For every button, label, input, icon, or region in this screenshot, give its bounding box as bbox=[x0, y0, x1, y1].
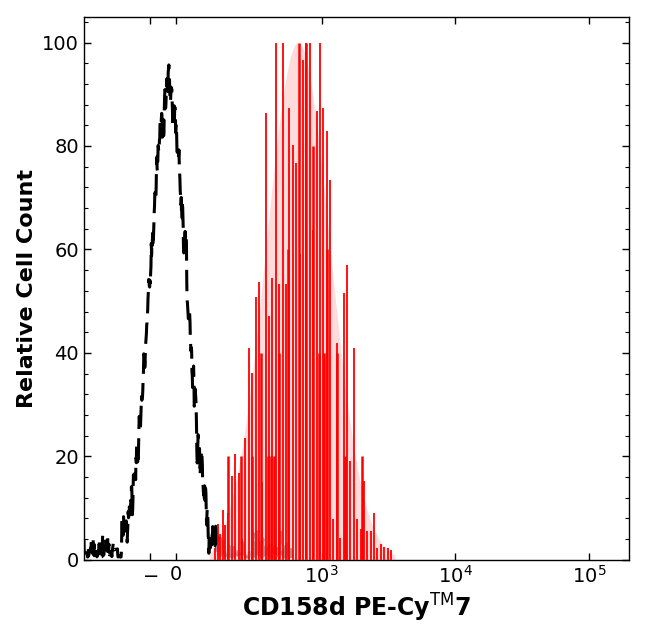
X-axis label: CD158d PE-Cy$^{\mathsf{TM}}$7: CD158d PE-Cy$^{\mathsf{TM}}$7 bbox=[242, 592, 472, 624]
Y-axis label: Relative Cell Count: Relative Cell Count bbox=[17, 169, 37, 408]
